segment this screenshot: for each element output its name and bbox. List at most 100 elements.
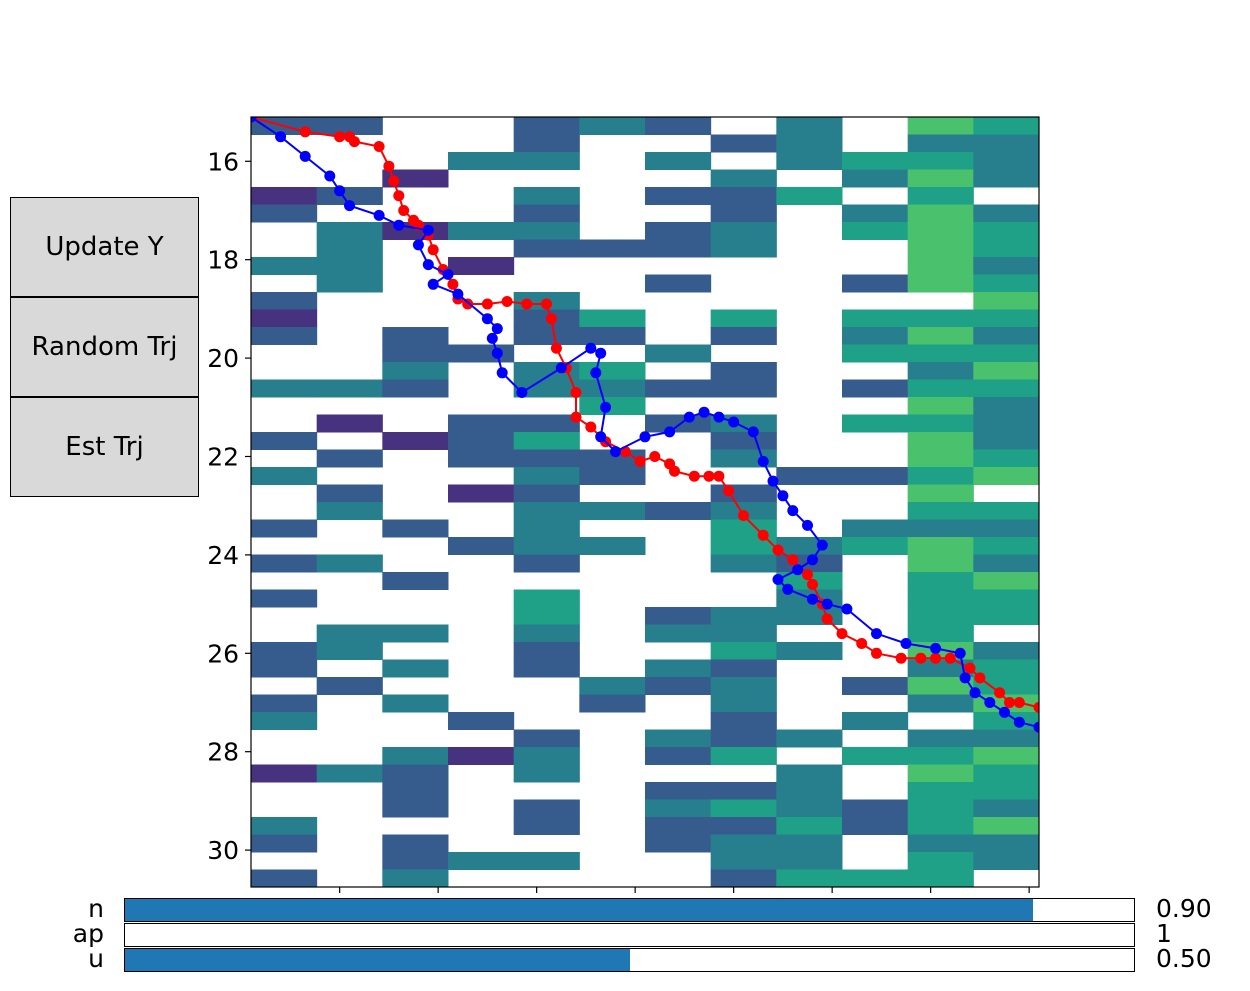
heatmap-cell [710, 817, 777, 835]
red-series-point [738, 510, 749, 521]
heatmap-cell [513, 607, 580, 625]
heatmap-cell [973, 344, 1040, 363]
red-series-point [856, 638, 868, 649]
heatmap-cell [907, 782, 974, 800]
heatmap-cell [842, 309, 909, 328]
update-y-button[interactable]: Update Y [10, 197, 199, 297]
heatmap-cell [973, 519, 1040, 538]
heatmap-cell [251, 694, 318, 713]
heatmap-cell [448, 414, 515, 433]
slider-n[interactable] [124, 898, 1135, 922]
heatmap-cell [907, 204, 974, 223]
heatmap-cell [579, 467, 646, 485]
red-series-point [821, 613, 833, 625]
heatmap-cell [973, 554, 1040, 573]
heatmap-cell [973, 659, 1040, 678]
heatmap-cell [382, 519, 449, 538]
heatmap-cell [316, 764, 383, 783]
heatmap-cell [251, 257, 318, 275]
heatmap-cell [776, 467, 843, 485]
heatmap-cell [710, 554, 777, 573]
heatmap-cell [710, 327, 777, 345]
heatmap-cell [973, 817, 1040, 835]
heatmap-cell [710, 712, 777, 730]
blue-series-point [452, 288, 464, 300]
random-trj-button[interactable]: Random Trj [10, 297, 199, 397]
red-series-point [807, 578, 818, 590]
heatmap-cell [251, 309, 318, 328]
heatmap-cell [973, 782, 1040, 800]
heatmap-cell [907, 834, 974, 853]
heatmap-cell [645, 729, 712, 748]
heatmap-cell [579, 677, 646, 695]
blue-series-point [1013, 716, 1025, 728]
heatmap-cell [316, 222, 383, 240]
slider-value-ap: 1 [1156, 919, 1172, 948]
heatmap-cell [776, 834, 843, 853]
blue-series-point [373, 209, 385, 221]
heatmap-cell [973, 642, 1040, 660]
heatmap-cell [382, 432, 449, 450]
heatmap-cell [710, 379, 777, 398]
red-series-point [570, 411, 582, 423]
heatmap-cell [316, 187, 383, 205]
heatmap-cell [513, 747, 580, 765]
slider-u[interactable] [124, 948, 1135, 972]
blue-series-point [772, 574, 784, 585]
axis-ticks: 16 18 20 22 24 26 28 30 [207, 147, 1030, 893]
blue-series-point [1043, 727, 1054, 738]
heatmap-cell [645, 817, 712, 835]
red-series-point [994, 687, 1006, 699]
heatmap-cell [907, 554, 974, 573]
heatmap-cell [973, 309, 1040, 328]
heatmap-cell [907, 694, 974, 713]
heatmap-cell [907, 222, 974, 240]
slider-fill-n [125, 899, 1034, 921]
heatmap-cell [842, 537, 909, 555]
heatmap-cell [251, 869, 318, 888]
slider-value-u: 0.50 [1156, 944, 1212, 973]
heatmap-cell [251, 327, 318, 345]
heatmap-cell [973, 834, 1040, 853]
blue-series-point [516, 387, 528, 398]
heatmap-cell [251, 432, 318, 450]
heatmap-cell [513, 642, 580, 660]
blue-series-point [713, 411, 725, 423]
y-tick-label: 20 [207, 344, 239, 373]
heatmap-cell [907, 799, 974, 818]
heatmap-cell [448, 432, 515, 450]
heatmap-cell [645, 502, 712, 520]
heatmap-cell [382, 799, 449, 818]
heatmap-cell [907, 589, 974, 608]
red-series-point [802, 569, 813, 581]
slider-ap[interactable] [124, 923, 1135, 947]
heatmap-cell [973, 414, 1040, 433]
red-series-point [388, 175, 400, 187]
red-series-point [1013, 697, 1025, 708]
heatmap-cell [513, 467, 580, 485]
red-series-point [447, 278, 459, 290]
blue-series-point [802, 519, 813, 531]
heatmap-cell [382, 764, 449, 783]
heatmap-cell [776, 729, 843, 748]
heatmap-cell [710, 362, 777, 380]
heatmap-cell [907, 397, 974, 415]
blue-series-point [251, 117, 257, 123]
red-series-point [299, 126, 311, 138]
heatmap-cell [776, 642, 843, 660]
heatmap-cell [645, 624, 712, 643]
heatmap-cell [579, 694, 646, 713]
blue-series-point [1073, 722, 1084, 733]
heatmap-cell [645, 379, 712, 398]
heatmap-cell [710, 222, 777, 240]
heatmap-cell [973, 397, 1040, 415]
heatmap-cell [776, 869, 843, 888]
heatmap-cell [973, 799, 1040, 818]
blue-series-point [1083, 727, 1094, 738]
est-trj-button[interactable]: Est Trj [10, 397, 199, 497]
heatmap-cell [842, 467, 909, 485]
heatmap-cell [907, 747, 974, 765]
blue-series-point [334, 185, 346, 197]
heatmap-cell [710, 624, 777, 643]
heatmap-cell [382, 327, 449, 345]
